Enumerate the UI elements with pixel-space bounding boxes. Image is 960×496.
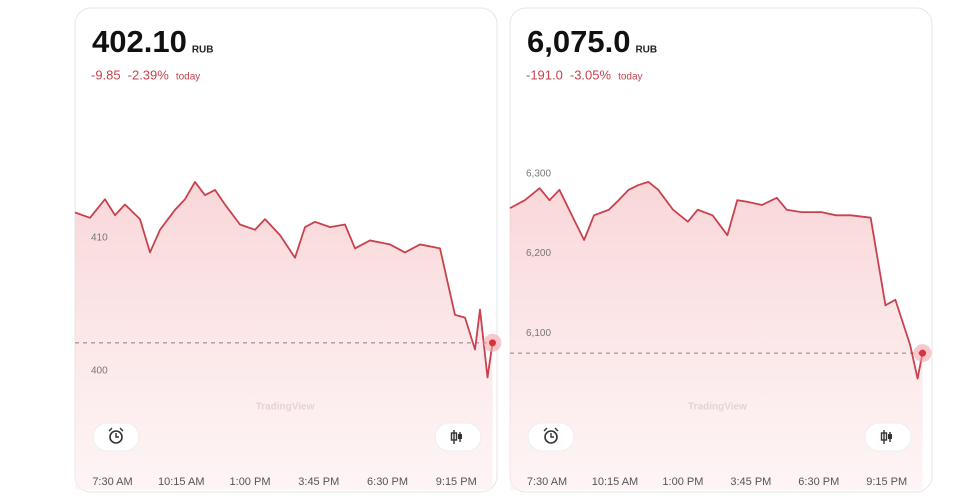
watermark: TradingView: [688, 402, 747, 413]
current-dot: [919, 349, 927, 357]
alert-icon: [109, 430, 123, 444]
change-percent: -3.05%: [570, 67, 612, 82]
x-tick-label: 9:15 PM: [436, 476, 477, 488]
currency: RUB: [635, 45, 657, 56]
x-tick-label: 3:45 PM: [298, 476, 339, 488]
x-tick-label: 9:15 PM: [866, 476, 907, 488]
area: [510, 181, 923, 491]
candle-icon: [888, 434, 892, 439]
period: today: [618, 72, 642, 83]
area: [75, 181, 493, 490]
y-tick-label: 6,300: [526, 169, 551, 180]
price-line-series: [509, 180, 924, 380]
price-line-series: [74, 181, 494, 379]
price: 6,075.0: [527, 24, 630, 59]
current-dot: [489, 339, 496, 347]
y-tick-label: 6,200: [526, 248, 551, 259]
candle-icon: [450, 432, 458, 441]
watermark: TradingView: [256, 402, 315, 413]
change: -9.85: [91, 67, 121, 82]
period: today: [176, 72, 200, 83]
y-tick-label: 6,100: [526, 328, 551, 339]
alert-icon: [544, 430, 558, 444]
y-tick-label: 400: [91, 365, 108, 376]
x-tick-label: 1:00 PM: [662, 476, 703, 488]
change: -191.0: [526, 67, 563, 82]
change-percent: -2.39%: [128, 67, 170, 82]
x-tick-label: 10:15 AM: [592, 476, 638, 488]
alert-icon: [108, 427, 124, 438]
x-tick-label: 10:15 AM: [158, 476, 204, 488]
price: 402.10: [92, 24, 187, 59]
x-tick-label: 6:30 PM: [367, 476, 408, 488]
x-tick-label: 6:30 PM: [798, 476, 839, 488]
x-tick-label: 7:30 AM: [92, 476, 132, 488]
candle-icon: [458, 434, 462, 439]
y-tick-label: 410: [91, 232, 108, 243]
x-tick-label: 7:30 AM: [527, 476, 567, 488]
alert-icon: [543, 427, 559, 438]
x-tick-label: 3:45 PM: [730, 476, 771, 488]
currency: RUB: [192, 45, 214, 56]
x-tick-label: 1:00 PM: [230, 476, 271, 488]
candle-icon: [880, 432, 888, 441]
